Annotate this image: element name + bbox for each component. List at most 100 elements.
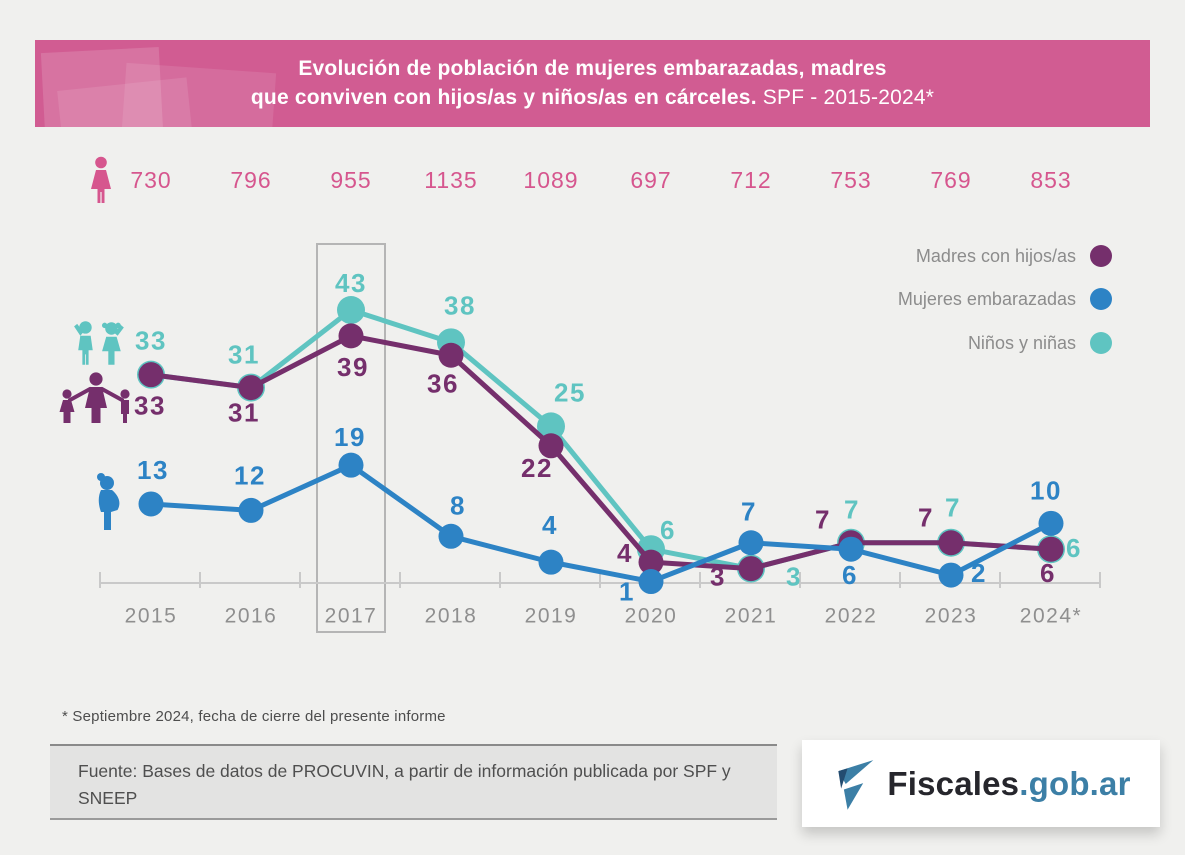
data-point [337,296,365,325]
data-label: 19 [334,422,366,452]
highlight-box [316,243,386,633]
legend-label: Niños y niñas [967,332,1076,353]
data-point [1038,510,1064,536]
data-label: 3 [786,562,802,592]
year-label: 2019 [525,605,578,628]
data-point [438,342,464,368]
fiscales-logo: Fiscales.gob.ar [802,740,1160,827]
legend-dot [1090,332,1112,354]
data-label: 1 [619,577,635,607]
data-label: 13 [137,455,169,485]
total-women-value: 1089 [523,167,579,193]
data-label: 38 [444,290,476,320]
title-line-1: Evolución de población de mujeres embara… [298,57,887,80]
total-women-value: 853 [1030,167,1072,193]
source-box: Fuente: Bases de datos de PROCUVIN, a pa… [50,744,777,820]
data-label: 3 [710,562,726,592]
data-label: 7 [844,495,860,525]
data-point [738,530,764,556]
fiscales-logo-text: Fiscales.gob.ar [887,765,1130,803]
year-label: 2016 [225,605,278,628]
total-women-value: 730 [130,167,172,193]
data-label: 6 [1066,533,1082,563]
legend-label: Mujeres embarazadas [897,288,1076,309]
data-point [438,523,464,549]
year-label: 2023 [925,605,978,628]
data-label: 2 [971,558,987,588]
data-point [238,375,264,401]
data-label: 31 [228,398,260,428]
data-label: 43 [335,268,367,298]
year-label: 2024* [1020,605,1082,628]
year-label: 2017 [325,605,378,628]
chart-title: Evolución de población de mujeres embara… [35,40,1150,112]
footnote: * Septiembre 2024, fecha de cierre del p… [62,708,446,725]
data-label: 33 [135,326,167,356]
data-point [938,530,964,556]
data-point [538,549,564,575]
title-line-2: que conviven con hijos/as y niños/as en … [250,86,935,109]
data-label: 31 [228,340,260,370]
total-women-value: 712 [730,167,772,193]
data-point [338,452,364,478]
kids-icon [74,321,124,365]
data-point [537,412,565,441]
data-point [338,323,364,349]
source-text: Fuente: Bases de datos de PROCUVIN, a pa… [78,761,731,808]
data-label: 7 [945,493,961,523]
data-point [138,491,164,517]
series-line [148,462,1054,585]
year-label: 2020 [625,605,678,628]
data-point [938,562,964,588]
data-label: 22 [521,453,553,483]
data-label: 25 [554,377,586,407]
title-period: SPF - 2015-2024* [762,86,935,109]
year-label: 2021 [725,605,778,628]
data-label: 8 [450,490,466,520]
data-label: 6 [842,560,858,590]
legend-label: Madres con hijos/as [915,245,1076,266]
data-point [1038,536,1064,562]
woman-icon [91,156,111,203]
series-line [148,333,1054,572]
data-label: 7 [741,497,757,527]
data-label: 36 [427,368,459,398]
legend-item: Mujeres embarazadas [898,288,1112,310]
mother-children-icon [59,372,130,423]
year-label: 2022 [825,605,878,628]
data-label: 6 [660,515,676,545]
data-point [238,497,264,523]
data-label: 10 [1030,475,1062,505]
pregnant-woman-icon [97,473,120,530]
total-women-value: 753 [830,167,872,193]
series-line [148,307,1054,572]
data-label: 4 [542,510,558,540]
legend-item: Madres con hijos/as [916,245,1112,267]
total-women-value: 955 [330,167,372,193]
total-women-value: 697 [630,167,672,193]
data-point [838,536,864,562]
data-point [738,556,764,582]
header-banner: Evolución de población de mujeres embara… [35,40,1150,127]
total-women-value: 769 [930,167,972,193]
line-chart: 2015 2016 2017 2018 2019 2020 2021 2022 2023 2024… [99,243,1101,633]
total-women-value: 796 [230,167,272,193]
data-point [638,569,664,595]
year-label: 2015 [125,605,178,628]
data-label: 7 [918,503,934,533]
data-point [138,362,164,388]
logo-domain: .gob.ar [1019,764,1131,802]
total-women-value: 1135 [424,167,478,193]
data-point [538,433,564,459]
data-label: 39 [337,352,369,382]
fiscales-logo-icon [838,759,874,810]
year-label: 2018 [425,605,478,628]
data-point [638,549,664,575]
data-label: 6 [1040,558,1056,588]
data-label: 33 [134,391,166,421]
data-label: 7 [815,505,831,535]
logo-brand: Fiscales [887,764,1020,802]
data-label: 4 [617,538,633,568]
legend-dot [1090,288,1112,310]
